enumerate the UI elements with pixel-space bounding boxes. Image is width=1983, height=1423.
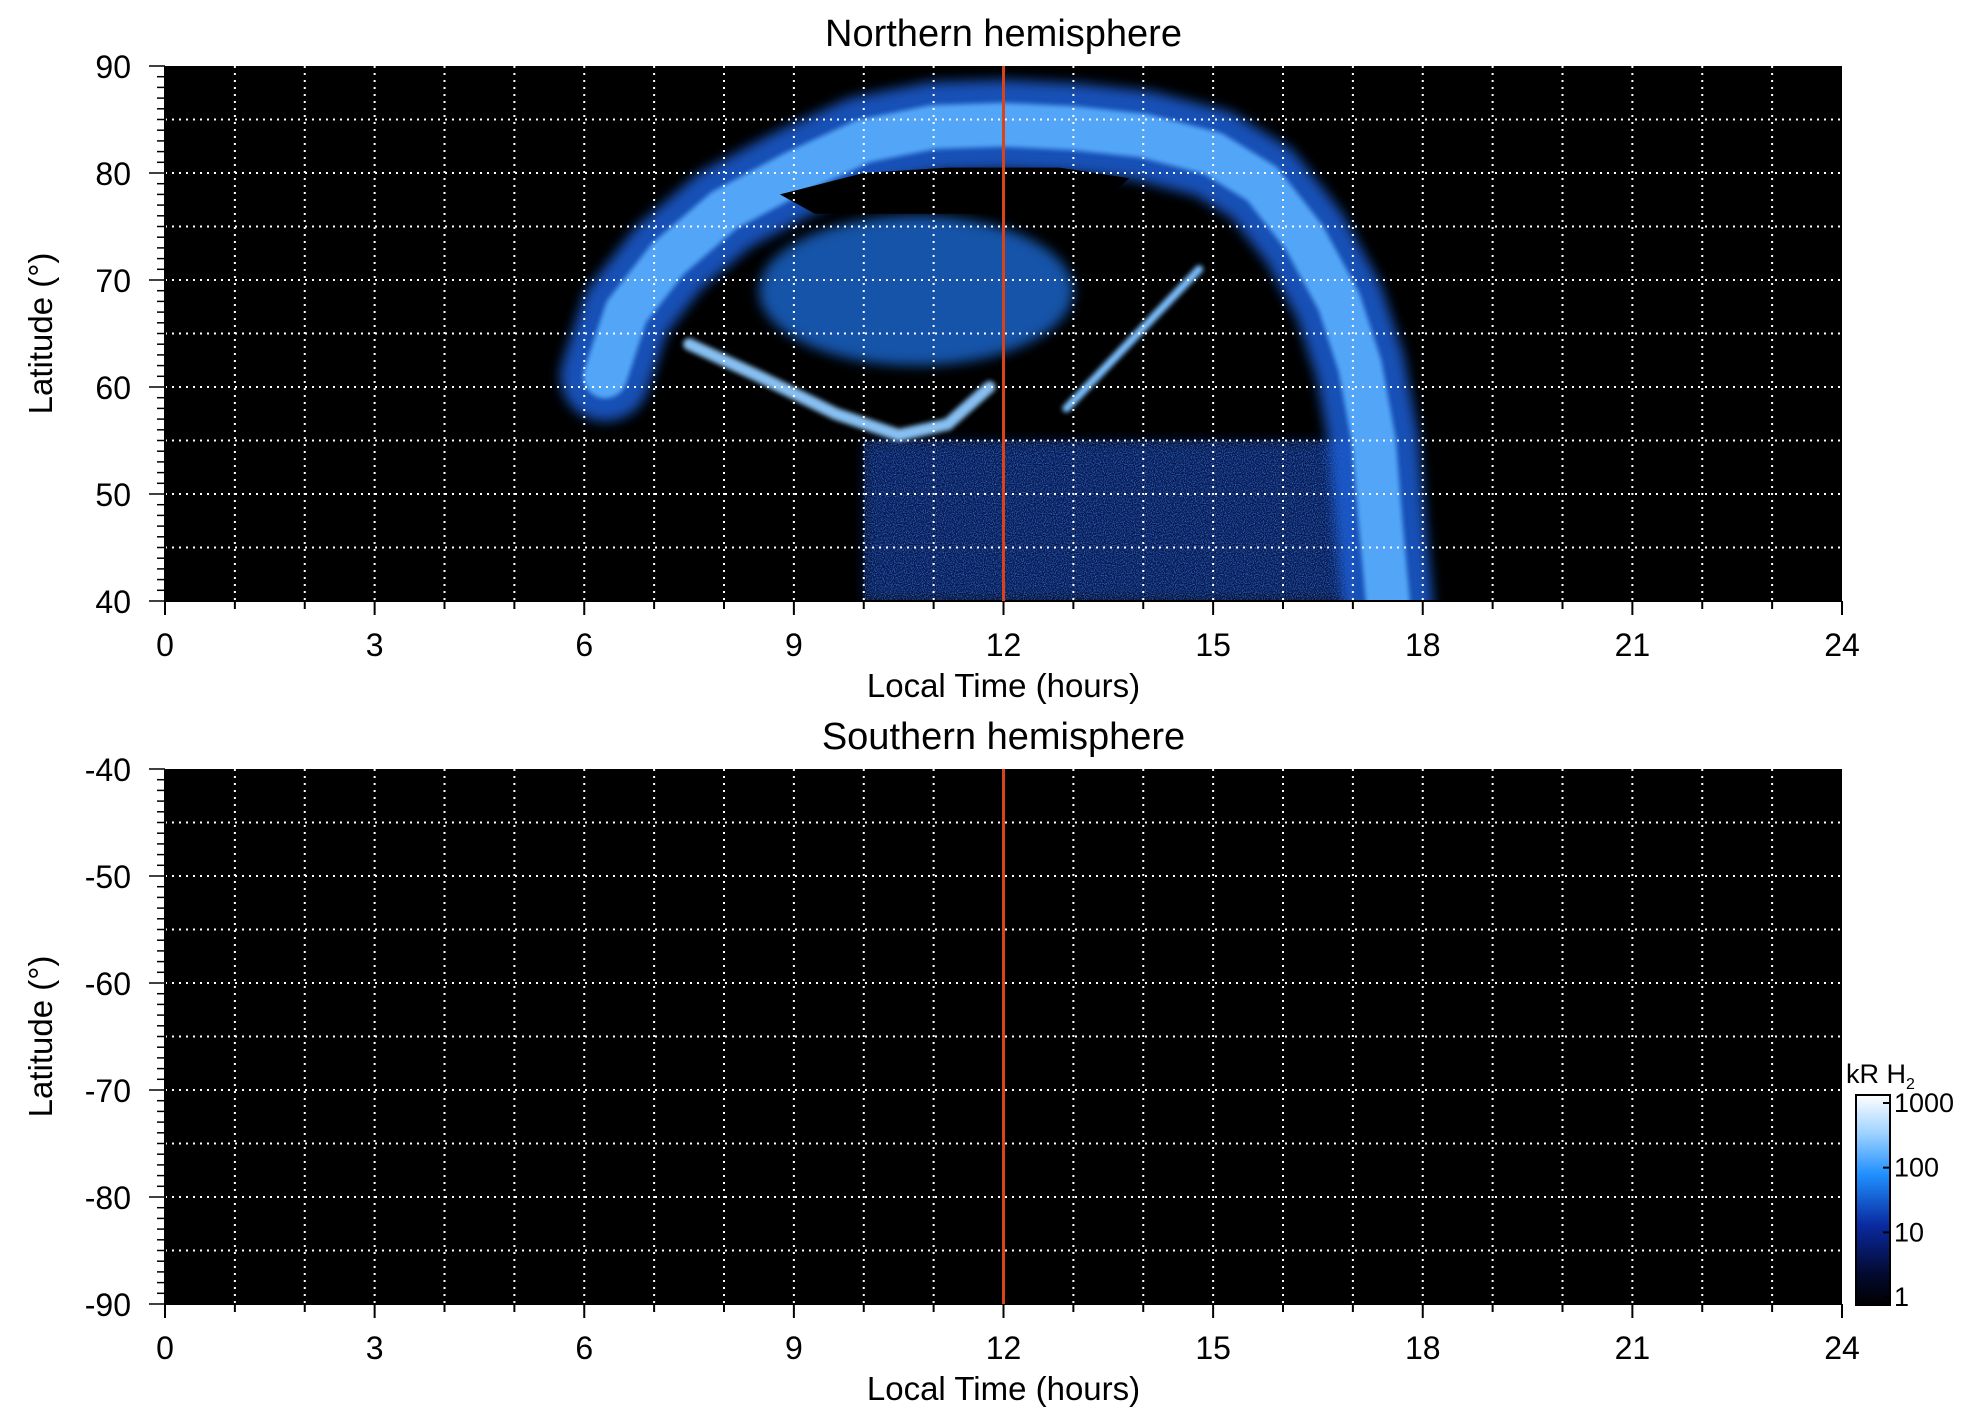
x-tick-label: 12 — [986, 627, 1022, 663]
x-tick-label: 9 — [785, 627, 803, 663]
colorbar-unit-subscript: 2 — [1906, 1076, 1915, 1093]
x-tick-label: 12 — [986, 1330, 1022, 1366]
y-tick-label: 50 — [95, 477, 131, 513]
x-tick-label: 6 — [575, 627, 593, 663]
x-tick-label: 18 — [1405, 627, 1441, 663]
y-tick-label: 80 — [95, 156, 131, 192]
x-tick-label: 3 — [366, 627, 384, 663]
y-tick-label: -70 — [85, 1073, 131, 1109]
x-tick-label: 0 — [156, 627, 174, 663]
northern-hemisphere-panel: 0 3 6 9 12 15 18 21 24 40 50 60 70 80 90 Northern hemi… — [22, 13, 1860, 704]
x-tick-label: 9 — [785, 1330, 803, 1366]
diffuse-emission-speckle — [863, 440, 1353, 601]
y-tick-label: -60 — [85, 966, 131, 1002]
polar-gap — [779, 167, 1130, 214]
colorbar: 1000 100 10 1 kR H2 — [1846, 1059, 1954, 1312]
colorbar-ticks: 1000 100 10 1 — [1883, 1088, 1954, 1312]
y-tick-label: 90 — [95, 49, 131, 85]
colorbar-tick-label: 100 — [1894, 1153, 1939, 1183]
x-tick-label: 3 — [366, 1330, 384, 1366]
x-axis-label: Local Time (hours) — [867, 667, 1140, 704]
inner-arc — [683, 338, 996, 442]
x-tick-label: 6 — [575, 1330, 593, 1366]
tick-labels: 0 3 6 9 12 15 18 21 24 -40 -50 -60 -70 -80 -90 — [85, 752, 1860, 1366]
main-oval-core — [583, 102, 1410, 601]
chart-title: Southern hemisphere — [822, 716, 1185, 758]
x-tick-label: 15 — [1195, 1330, 1231, 1366]
tick-labels: 0 3 6 9 12 15 18 21 24 40 50 60 70 80 90 — [95, 49, 1859, 663]
x-tick-label: 24 — [1824, 627, 1860, 663]
x-tick-label: 21 — [1615, 627, 1651, 663]
southern-hemisphere-panel: 0 3 6 9 12 15 18 21 24 -40 -50 -60 -70 -80 -90 Souther… — [22, 716, 1860, 1407]
colorbar-gradient — [1855, 1094, 1891, 1306]
x-axis-label: Local Time (hours) — [867, 1370, 1140, 1407]
x-tick-label: 0 — [156, 1330, 174, 1366]
x-tick-label: 24 — [1824, 1330, 1860, 1366]
aurora-emission — [560, 79, 1433, 601]
y-tick-label: -90 — [85, 1287, 131, 1323]
colorbar-unit: kR H — [1846, 1059, 1906, 1089]
colorbar-tick-label: 10 — [1894, 1217, 1924, 1247]
y-axis-label: Latitude (°) — [22, 253, 59, 415]
y-axis-label: Latitude (°) — [22, 956, 59, 1118]
x-tick-label: 15 — [1195, 627, 1231, 663]
y-tick-label: -40 — [85, 752, 131, 788]
x-tick-label: 21 — [1615, 1330, 1651, 1366]
y-tick-label: 40 — [95, 584, 131, 620]
colorbar-tick-label: 1 — [1894, 1282, 1909, 1312]
polar-cap-emission — [758, 215, 1074, 366]
dusk-spot-streak — [1062, 265, 1204, 413]
y-tick-label: 70 — [95, 263, 131, 299]
x-tick-label: 18 — [1405, 1330, 1441, 1366]
colorbar-tick-label: 1000 — [1894, 1088, 1954, 1118]
y-tick-label: -50 — [85, 859, 131, 895]
y-tick-label: -80 — [85, 1180, 131, 1216]
colorbar-title: kR H2 — [1846, 1059, 1915, 1093]
y-tick-label: 60 — [95, 370, 131, 406]
chart-title: Northern hemisphere — [825, 13, 1182, 55]
